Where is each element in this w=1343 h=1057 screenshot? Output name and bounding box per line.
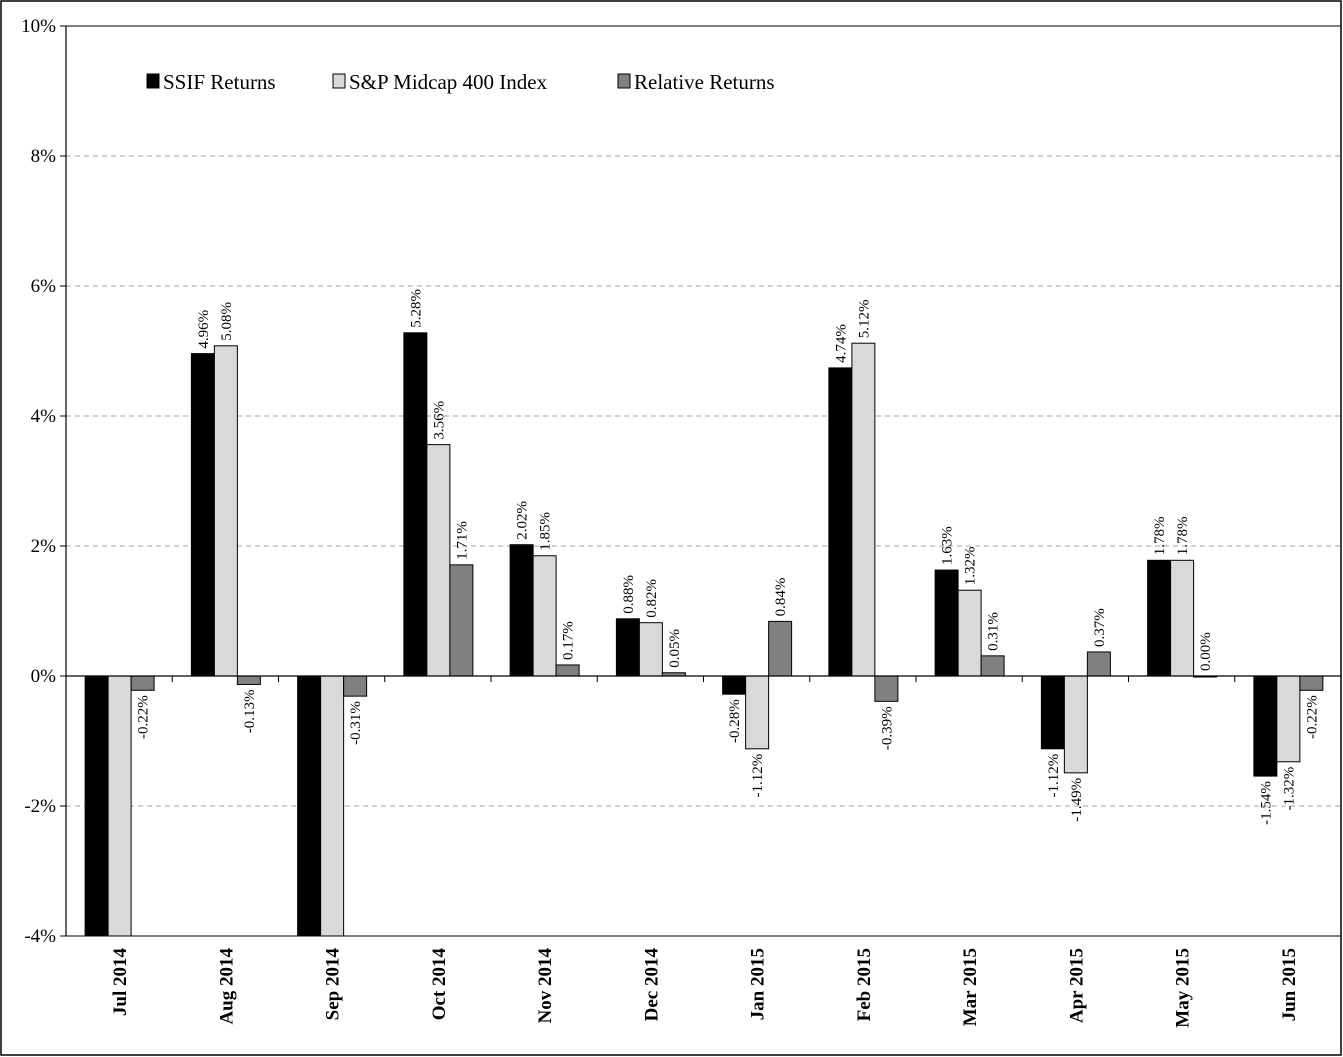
bar [236,675,261,685]
data-label: -0.28% [727,699,743,743]
y-tick-label: -2% [24,796,56,817]
data-label: 0.37% [1092,608,1108,647]
data-label: 1.85% [538,512,554,551]
bar [745,675,770,750]
data-label: -0.22% [136,695,152,739]
data-label: 0.31% [986,612,1002,651]
bar [130,675,155,691]
data-label: -0.13% [242,689,258,733]
category-label: Jan 2015 [748,948,769,1020]
category-label: Nov 2014 [535,948,556,1024]
data-labels: 4.96% 5.28% 2.02% 0.88% -0.28% 4.74% 1.63% -1.1… [136,289,1321,825]
bar [555,664,580,677]
category-label: Aug 2014 [216,948,237,1025]
bar [297,675,322,937]
data-label: -1.32% [1281,767,1297,811]
legend-label: SSIF Returns [163,70,276,94]
data-label: -0.39% [879,706,895,750]
data-label: 5.28% [408,289,424,328]
data-label: 0.17% [561,621,577,660]
y-tick-label: 4% [31,406,57,427]
y-tick-label: 10% [21,16,56,37]
bar [1086,651,1111,677]
category-label: Apr 2015 [1066,948,1087,1023]
category-label: Sep 2014 [323,948,344,1021]
data-label: -1.49% [1069,778,1085,822]
y-tick-label: 0% [31,666,57,687]
data-label: 0.05% [667,629,683,668]
data-label: 0.84% [773,578,789,617]
data-label: 5.08% [219,302,235,341]
category-label: Jun 2015 [1279,948,1300,1021]
data-label: 4.96% [196,310,212,349]
bar [722,675,747,695]
bar [615,618,640,677]
bar [1040,675,1065,750]
data-label: 1.63% [940,526,956,565]
y-tick-label: 8% [31,146,57,167]
data-label: 0.88% [621,575,637,614]
data-label: 1.78% [1152,517,1168,556]
y-tick-label: 6% [31,276,57,297]
bar [84,675,109,937]
category-label: Mar 2015 [960,948,981,1026]
bar [1299,675,1324,691]
bar [874,675,899,702]
bar [449,564,474,677]
bars [84,332,1324,937]
grid-lines [66,155,1341,807]
data-label: 2.02% [515,501,531,540]
category-label: May 2015 [1173,948,1194,1028]
legend: SSIF Returns S&P Midcap 400 Index Relative… [146,70,775,94]
data-label: 5.12% [856,299,872,338]
category-label: Jul 2014 [110,948,131,1017]
category-label: Oct 2014 [429,948,450,1021]
bar [532,555,557,677]
data-label: 1.71% [454,521,470,560]
data-label: 4.74% [833,324,849,363]
data-label: 0.00% [1198,632,1214,671]
legend-label: S&P Midcap 400 Index [349,70,548,94]
bar [980,655,1005,677]
bar [1063,675,1088,774]
data-label: 0.82% [644,579,660,618]
data-label: -1.54% [1258,781,1274,825]
bar [1170,559,1195,677]
data-label: -1.12% [750,754,766,798]
bar [107,675,132,937]
category-label: Feb 2015 [854,948,875,1021]
bar [213,345,238,677]
data-label: -1.12% [1046,754,1062,798]
bar [957,589,982,677]
bar [1147,559,1172,677]
data-label: 1.32% [963,546,979,585]
bar [426,444,451,677]
data-label: 3.56% [431,401,447,440]
legend-label: Relative Returns [634,70,775,94]
bar [190,353,215,677]
bar [934,569,959,677]
data-label: -0.31% [348,701,364,745]
bar [320,675,345,937]
legend-swatch [146,73,160,89]
bar [828,367,853,677]
bar [768,620,793,677]
bar [1276,675,1301,763]
bar [343,675,368,697]
axes: -4% -2% 0% 2% 4% 6% 8% 10% Jul 2014 Aug 2014 Sep 2… [21,16,1342,1028]
bar [509,544,534,677]
bar [403,332,428,677]
bar [851,342,876,677]
legend-swatch [617,73,631,89]
y-tick-label: -4% [24,926,56,947]
bar [1253,675,1278,777]
data-label: 1.78% [1175,517,1191,556]
legend-swatch [332,73,346,89]
data-label: -0.22% [1304,695,1320,739]
y-tick-label: 2% [31,536,57,557]
category-label: Dec 2014 [641,948,662,1022]
bar [638,622,663,677]
